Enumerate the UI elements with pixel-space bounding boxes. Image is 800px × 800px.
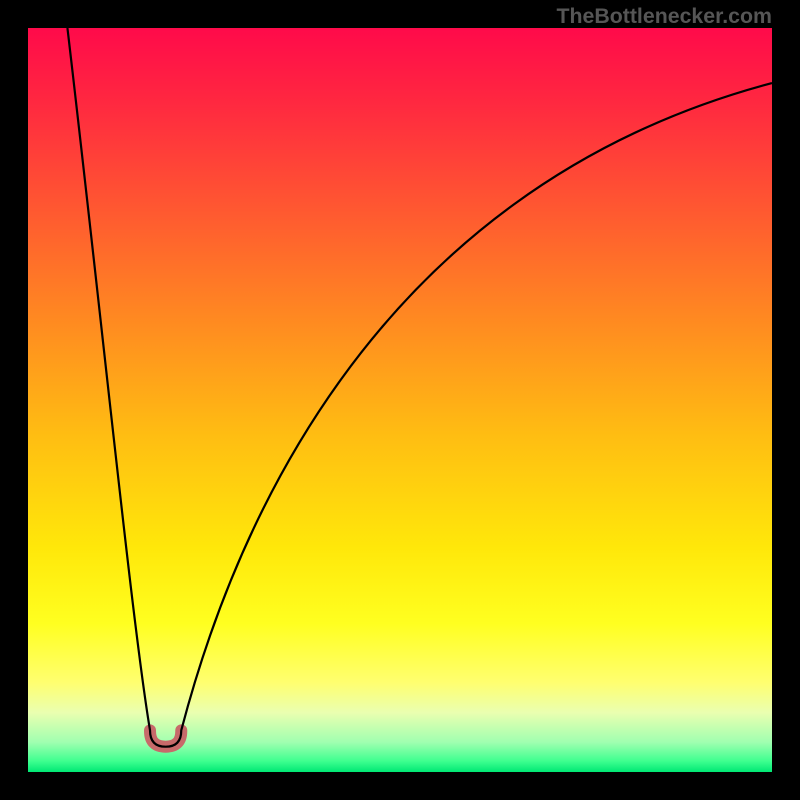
chart-frame: TheBottlenecker.com [0,0,800,800]
chart-svg [0,0,800,800]
watermark-text: TheBottlenecker.com [556,4,772,29]
